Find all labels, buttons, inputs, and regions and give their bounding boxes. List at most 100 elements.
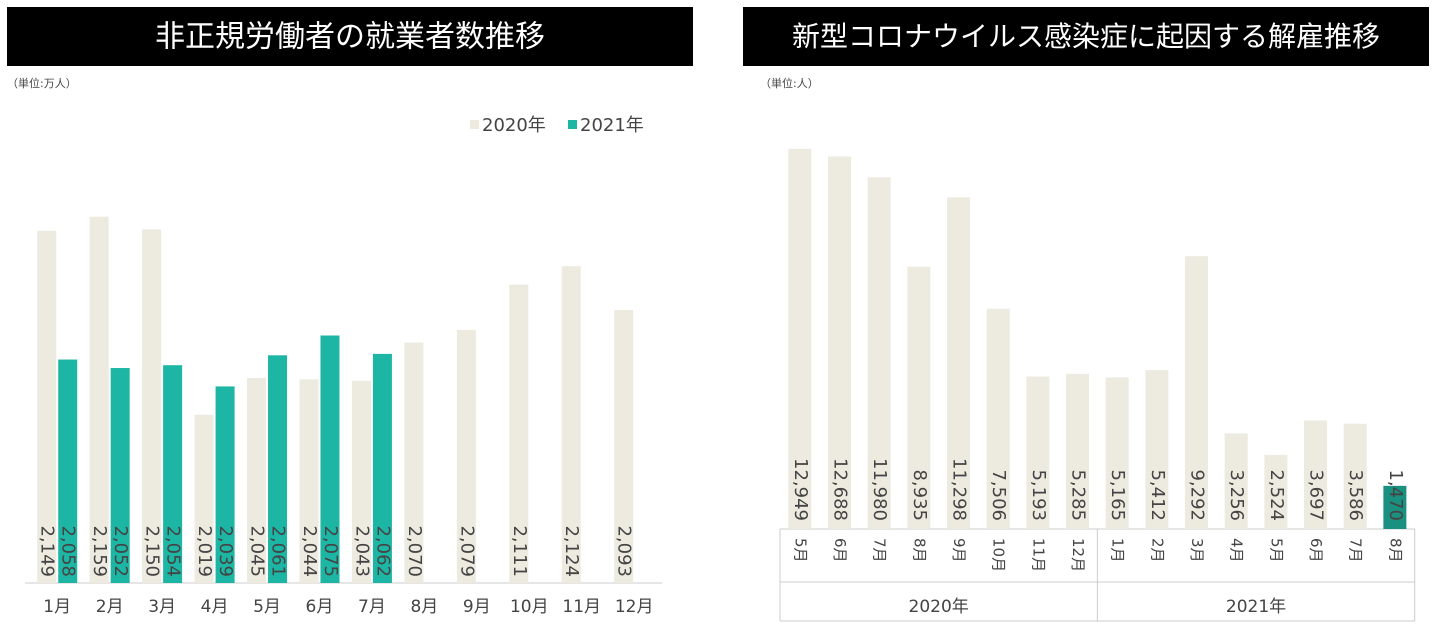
bar [1105, 377, 1129, 529]
value-label: 2,150 [142, 525, 163, 577]
value-label: 2,093 [614, 525, 635, 577]
bar [1026, 376, 1050, 529]
value-label: 8,935 [909, 469, 930, 521]
bar [163, 365, 183, 583]
x-tick-label: 4月 [201, 597, 229, 617]
bar [561, 266, 581, 583]
bar [614, 310, 634, 583]
value-label: 2,070 [404, 525, 425, 577]
x-tick-label: 6月 [1307, 538, 1325, 563]
bar [986, 308, 1010, 529]
bar [1304, 420, 1328, 529]
x-tick-label: 6月 [306, 597, 334, 617]
bar [907, 266, 931, 529]
value-label: 5,285 [1068, 469, 1089, 521]
x-tick-label: 7月 [871, 538, 889, 563]
value-label: 3,697 [1306, 469, 1327, 521]
value-label: 2,159 [89, 525, 110, 577]
x-tick-label: 8月 [410, 597, 438, 617]
bar [456, 329, 476, 583]
bar [320, 335, 340, 583]
bar [828, 156, 852, 529]
x-tick-label: 7月 [1347, 538, 1365, 563]
title-bar [7, 7, 693, 66]
value-label: 2,124 [561, 525, 582, 577]
bar [215, 386, 235, 583]
x-tick-label: 3月 [1188, 538, 1206, 563]
x-tick-label: 3月 [148, 597, 176, 617]
value-label: 11,980 [869, 458, 890, 521]
value-label: 12,949 [790, 458, 811, 521]
bar [1343, 423, 1367, 529]
value-label: 2,524 [1266, 469, 1287, 521]
x-tick-label: 10月 [510, 597, 549, 617]
bar [89, 216, 109, 583]
bar [788, 148, 812, 529]
value-label: 2,039 [215, 525, 236, 577]
bar [110, 368, 130, 583]
value-label: 5,193 [1028, 469, 1049, 521]
bar [404, 342, 424, 583]
value-label: 3,256 [1226, 469, 1247, 521]
x-tick-label: 5月 [791, 538, 809, 563]
x-tick-label: 6月 [831, 538, 849, 563]
x-tick-label: 11月 [562, 597, 601, 617]
unit-note: （単位:人） [760, 76, 819, 90]
bar [58, 359, 78, 583]
unit-note: （単位:万人） [7, 76, 77, 90]
x-tick-label: 11月 [1029, 538, 1047, 572]
bar [372, 353, 392, 583]
bar [37, 230, 57, 584]
value-label: 9,292 [1187, 469, 1208, 521]
value-label: 2,019 [194, 525, 215, 577]
x-tick-label: 2月 [1148, 538, 1166, 563]
x-tick-label: 9月 [463, 597, 491, 617]
x-tick-label: 12月 [1069, 538, 1087, 572]
x-tick-label: 1月 [1109, 538, 1127, 563]
legend-swatch [470, 120, 479, 129]
x-tick-label: 2月 [96, 597, 124, 617]
x-tick-label: 7月 [358, 597, 386, 617]
value-label: 12,688 [830, 458, 851, 521]
bar [1383, 485, 1407, 529]
value-label: 7,506 [988, 469, 1009, 521]
value-label: 2,149 [37, 525, 58, 577]
value-label: 2,058 [58, 525, 79, 577]
bar [1185, 256, 1209, 529]
bar [299, 379, 319, 583]
bar [247, 377, 267, 583]
bar [509, 284, 529, 583]
bar [268, 355, 288, 583]
bar [1066, 373, 1090, 529]
bar [194, 414, 214, 583]
x-tick-label: 4月 [1228, 538, 1246, 563]
bar [351, 380, 371, 583]
value-label: 1,470 [1385, 469, 1406, 521]
bar [1264, 454, 1288, 529]
group-label: 2020年 [909, 597, 969, 617]
value-label: 2,061 [268, 525, 289, 577]
value-label: 2,052 [110, 525, 131, 577]
value-label: 2,075 [320, 525, 341, 577]
value-label: 2,079 [456, 525, 477, 577]
group-label: 2021年 [1226, 597, 1286, 617]
x-tick-label: 5月 [1267, 538, 1285, 563]
bar [947, 197, 971, 529]
chart-title: 非正規労働者の就業者数推移 [155, 20, 545, 55]
value-label: 2,054 [163, 525, 184, 577]
chart-title: 新型コロナウイルス感染症に起因する解雇推移 [792, 20, 1380, 53]
legend-label: 2021年 [580, 115, 644, 136]
legend-label: 2020年 [482, 115, 546, 136]
value-label: 2,062 [372, 525, 393, 577]
x-tick-label: 8月 [910, 538, 928, 563]
value-label: 5,412 [1147, 469, 1168, 521]
x-tick-label: 12月 [615, 597, 654, 617]
value-label: 2,043 [351, 525, 372, 577]
bar [142, 229, 162, 583]
title-bar [743, 7, 1429, 66]
value-label: 2,111 [509, 525, 530, 577]
value-label: 5,165 [1107, 469, 1128, 521]
bar [867, 177, 891, 529]
legend-swatch [568, 120, 577, 129]
